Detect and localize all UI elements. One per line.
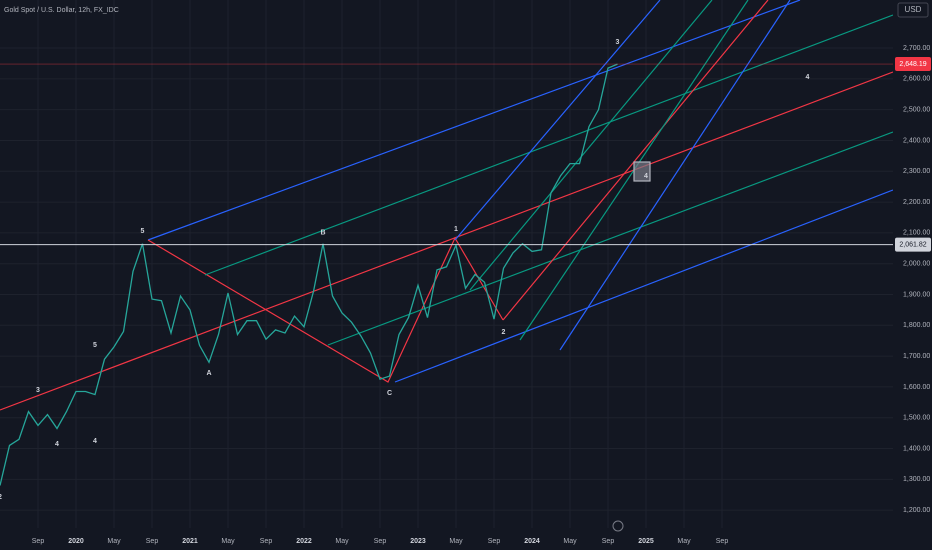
pitchfork-line — [469, 0, 713, 291]
y-tick-label: 2,400.00 — [903, 137, 930, 144]
y-tick-label: 1,800.00 — [903, 322, 930, 329]
y-tick-label: 1,300.00 — [903, 476, 930, 483]
x-tick-label: Sep — [146, 538, 159, 545]
price-badge-label: 2,061.82 — [899, 241, 926, 248]
pitchfork-line — [394, 189, 894, 383]
wave-label: 4 — [644, 173, 648, 180]
y-tick-label: 2,100.00 — [903, 230, 930, 237]
wave-label: 4 — [93, 438, 97, 445]
wave-label: 4 — [55, 441, 59, 448]
wave-label: C — [387, 390, 392, 397]
x-tick-label: 2023 — [410, 538, 426, 545]
grid — [0, 0, 893, 528]
y-tick-label: 2,600.00 — [903, 76, 930, 83]
x-tick-label: May — [335, 538, 349, 545]
y-tick-label: 1,500.00 — [903, 415, 930, 422]
pitchfork-line — [454, 0, 661, 241]
price-badge-label: 2,648.19 — [899, 61, 926, 68]
y-tick-label: 1,700.00 — [903, 353, 930, 360]
y-tick-label: 1,600.00 — [903, 384, 930, 391]
pitchfork-line — [327, 131, 894, 346]
currency-box[interactable] — [897, 2, 929, 18]
price-axis — [893, 0, 932, 550]
x-tick-label: 2020 — [68, 538, 84, 545]
x-tick-label: Sep — [374, 538, 387, 545]
y-tick-label: 2,000.00 — [903, 261, 930, 268]
x-tick-label: Sep — [260, 538, 273, 545]
pitchfork-line — [147, 0, 801, 241]
x-tick-label: Sep — [716, 538, 729, 545]
wave-label: A — [206, 370, 211, 377]
price-badge — [895, 237, 931, 252]
x-tick-label: Sep — [602, 538, 615, 545]
y-tick-label: 1,900.00 — [903, 291, 930, 298]
pitchfork-line — [204, 14, 894, 276]
chart-title: Gold Spot / U.S. Dollar, 12h, FX_IDC — [4, 7, 119, 14]
x-tick-label: 2024 — [524, 538, 540, 545]
x-tick-label: May — [677, 538, 691, 545]
x-tick-label: May — [449, 538, 463, 545]
price-badge — [895, 57, 931, 72]
y-tick-label: 1,200.00 — [903, 507, 930, 514]
pitchfork-line — [502, 0, 769, 321]
wave-label: 3 — [616, 39, 620, 46]
wave-label: 3 — [36, 387, 40, 394]
x-tick-label: Sep — [488, 538, 501, 545]
wave-label: B — [320, 230, 325, 237]
wave-label: 5 — [93, 342, 97, 349]
y-tick-label: 1,400.00 — [903, 445, 930, 452]
x-tick-label: 2022 — [296, 538, 312, 545]
x-tick-label: May — [563, 538, 577, 545]
currency-label: USD — [905, 5, 922, 14]
y-tick-label: 2,200.00 — [903, 199, 930, 206]
event-icon[interactable] — [612, 520, 624, 532]
x-tick-label: 2025 — [638, 538, 654, 545]
wave-label: 2 — [502, 329, 506, 336]
x-tick-label: May — [107, 538, 121, 545]
wave-label: 1 — [454, 226, 458, 233]
y-tick-label: 2,700.00 — [903, 45, 930, 52]
x-tick-label: Sep — [32, 538, 45, 545]
highlight-box — [633, 161, 651, 182]
time-axis — [0, 528, 893, 550]
pitchfork-line — [0, 71, 894, 411]
wave-label: 4 — [806, 74, 810, 81]
wave-label: 5 — [141, 228, 145, 235]
x-tick-label: 2021 — [182, 538, 198, 545]
x-tick-label: May — [221, 538, 235, 545]
wave-label: 2 — [0, 494, 2, 501]
price-line — [0, 63, 618, 486]
pitchfork-line — [559, 0, 791, 351]
y-tick-label: 2,300.00 — [903, 168, 930, 175]
y-tick-label: 2,500.00 — [903, 107, 930, 114]
drawings — [0, 0, 894, 486]
